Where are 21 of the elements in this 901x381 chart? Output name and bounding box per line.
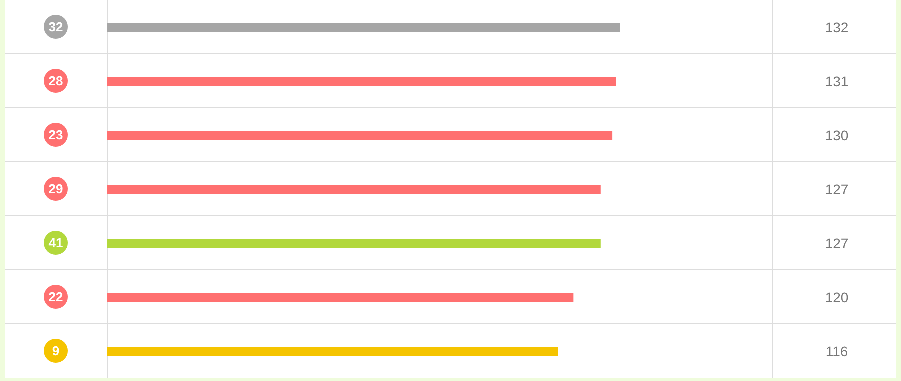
data-label: 131 xyxy=(825,73,849,90)
y-tick-label: 41 xyxy=(48,236,64,251)
data-label: 120 xyxy=(825,289,849,306)
bar xyxy=(107,185,601,194)
y-tick-label: 22 xyxy=(48,290,64,305)
bar xyxy=(107,293,574,302)
y-tick-label: 29 xyxy=(48,182,64,197)
bar xyxy=(107,347,558,356)
data-label: 127 xyxy=(825,181,849,198)
data-label: 116 xyxy=(826,343,848,360)
y-tick-label: 9 xyxy=(52,344,60,359)
bar xyxy=(107,131,613,140)
bar xyxy=(107,77,616,86)
data-label: 127 xyxy=(825,235,849,252)
data-label: 130 xyxy=(825,127,849,144)
bar xyxy=(107,239,601,248)
y-tick-label: 28 xyxy=(48,74,64,89)
bar xyxy=(107,23,620,32)
data-label: 132 xyxy=(825,19,849,36)
y-tick-label: 23 xyxy=(48,128,64,143)
y-tick-label: 32 xyxy=(48,20,64,35)
